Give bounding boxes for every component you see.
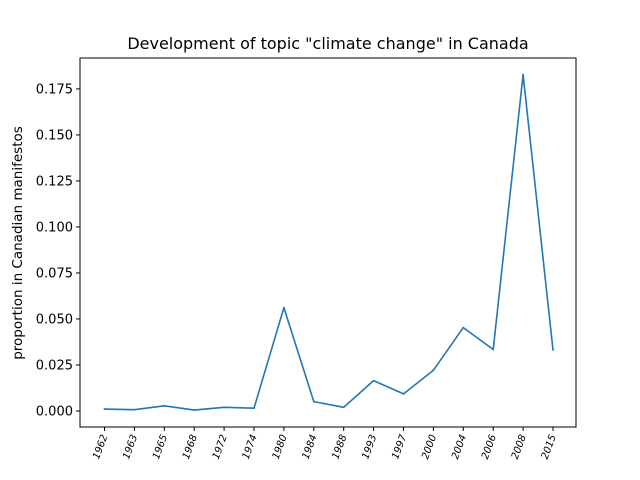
y-tick-label: 0.075 [36,266,73,281]
data-point [552,349,554,351]
data-point [462,326,465,329]
y-tick-label: 0.050 [36,312,73,327]
y-axis-label: proportion in Canadian manifestos [10,126,26,360]
data-point [133,408,136,411]
data-point [253,407,255,410]
data-point [103,408,106,410]
plot-frame [79,57,577,428]
y-tick-label: 0.125 [36,174,73,189]
series-line [103,73,554,411]
data-point [283,306,285,309]
data-point [163,404,166,407]
data-point [223,406,226,409]
y-tick-label: 0.000 [36,404,73,419]
data-point [492,348,495,351]
series-layer [103,73,554,411]
chart-title: Development of topic "climate change" in… [127,34,528,53]
data-point [342,406,345,409]
data-point [432,369,435,372]
y-tick-label: 0.100 [36,220,73,235]
data-point [522,73,524,76]
data-point [312,400,315,403]
data-point [193,409,196,411]
y-tick-label: 0.175 [36,82,73,97]
y-tick-label: 0.150 [36,128,73,143]
y-tick-label: 0.025 [36,358,73,373]
data-point [372,379,375,382]
data-point [402,393,405,395]
